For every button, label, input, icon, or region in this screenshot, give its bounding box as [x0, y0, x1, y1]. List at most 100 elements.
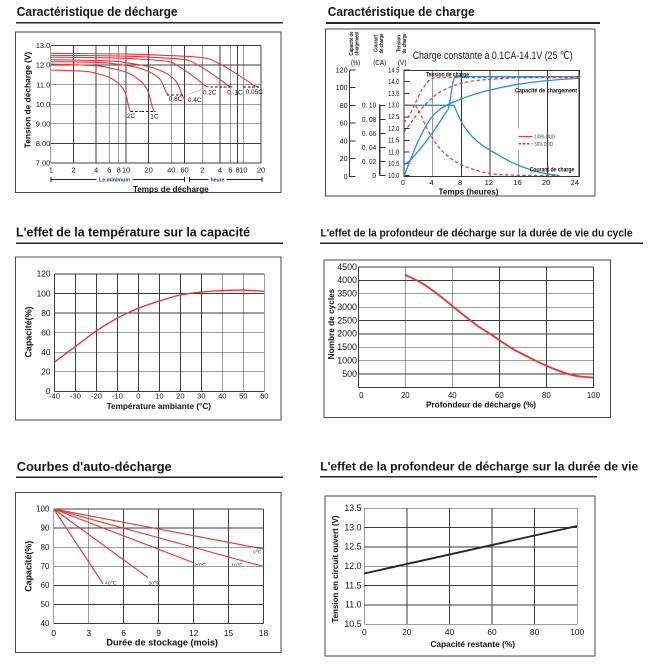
svg-text:20℃: 20℃ — [194, 562, 206, 568]
svg-text:L'effet de la profondeur de dé: L'effet de la profondeur de décharge sur… — [321, 228, 633, 240]
svg-text:Capacité(%): Capacité(%) — [23, 541, 33, 592]
svg-text:11.5: 11.5 — [345, 580, 362, 590]
svg-text:Capacité(%): Capacité(%) — [23, 306, 33, 357]
svg-text:80: 80 — [542, 391, 551, 400]
svg-text:chargement: chargement — [354, 31, 360, 55]
svg-text:Caractéristique de charge: Caractéristique de charge — [328, 4, 475, 19]
svg-text:3000: 3000 — [337, 302, 357, 312]
svg-text:1000: 1000 — [337, 356, 357, 366]
svg-text:40: 40 — [445, 627, 455, 637]
svg-text:10: 10 — [239, 165, 247, 174]
svg-text:Capacité de: Capacité de — [349, 31, 355, 55]
svg-text:11.0: 11.0 — [388, 147, 399, 156]
svg-text:0. 06: 0. 06 — [362, 129, 376, 138]
svg-text:12.5: 12.5 — [388, 112, 399, 121]
svg-text:70: 70 — [41, 562, 50, 571]
svg-text:2000: 2000 — [337, 329, 357, 339]
svg-text:8: 8 — [236, 165, 240, 174]
svg-text:20: 20 — [402, 627, 412, 637]
svg-text:-20: -20 — [91, 392, 102, 401]
svg-text:Tension en circuit ouvert (V): Tension en circuit ouvert (V) — [331, 515, 340, 623]
svg-text:2C: 2C — [127, 113, 136, 120]
svg-text:20: 20 — [257, 165, 265, 174]
svg-text:0. 1C: 0. 1C — [227, 89, 243, 96]
svg-text:0: 0 — [51, 628, 56, 638]
svg-text:50: 50 — [41, 600, 50, 609]
svg-text:-10: -10 — [112, 392, 123, 401]
svg-text:0.05C: 0.05C — [246, 89, 264, 96]
svg-text:0: 0 — [372, 171, 376, 180]
svg-text:4: 4 — [94, 165, 98, 174]
svg-text:0: 0 — [401, 178, 405, 187]
svg-text:12.0: 12.0 — [36, 61, 51, 70]
svg-text:1: 1 — [49, 165, 53, 174]
svg-text:8.00: 8.00 — [36, 139, 51, 148]
svg-text:40℃: 40℃ — [105, 580, 117, 586]
svg-text:100: 100 — [36, 505, 50, 514]
svg-text:L'effet de la température sur: L'effet de la température sur la capacit… — [16, 226, 250, 240]
svg-text:40: 40 — [448, 391, 457, 400]
svg-text:80: 80 — [340, 101, 348, 110]
svg-text:40: 40 — [340, 136, 348, 145]
svg-text:1500: 1500 — [337, 342, 357, 352]
svg-text:500: 500 — [342, 369, 357, 379]
svg-text:0: 0 — [136, 392, 140, 401]
svg-text:3500: 3500 — [337, 289, 357, 299]
svg-text:4: 4 — [429, 178, 433, 187]
svg-text:0: 0 — [344, 172, 348, 181]
svg-text:6: 6 — [107, 165, 111, 174]
svg-text:Profondeur de décharge (%): Profondeur de décharge (%) — [426, 400, 536, 410]
svg-text:20: 20 — [542, 178, 550, 187]
svg-text:15: 15 — [224, 628, 234, 638]
svg-text:Température ambiante (°C): Température ambiante (°C) — [107, 401, 212, 411]
svg-text:Temps de décharge: Temps de décharge — [133, 184, 209, 194]
svg-text:2500: 2500 — [337, 315, 357, 325]
svg-text:30: 30 — [197, 392, 205, 401]
svg-text:Charge constante à 0.1CA-14.1V: Charge constante à 0.1CA-14.1V (25 ℃) — [413, 50, 573, 62]
svg-text:Courant de charge: Courant de charge — [530, 167, 575, 174]
svg-text:10.0: 10.0 — [36, 100, 51, 109]
svg-text:80: 80 — [41, 543, 50, 552]
svg-text:6: 6 — [228, 165, 232, 174]
svg-text:13.0: 13.0 — [36, 41, 51, 50]
svg-text:40: 40 — [41, 347, 51, 357]
svg-text:0: 0 — [46, 386, 51, 396]
svg-text:(V): (V) — [398, 60, 407, 67]
svg-text:0℃: 0℃ — [253, 549, 262, 555]
svg-text:7.00: 7.00 — [36, 159, 51, 168]
svg-text:10.5: 10.5 — [344, 619, 361, 629]
svg-text:9.00: 9.00 — [36, 119, 51, 128]
svg-text:(CA): (CA) — [373, 60, 386, 67]
svg-text:40: 40 — [167, 165, 175, 174]
svg-text:2: 2 — [71, 165, 75, 174]
svg-text:Courant: Courant — [374, 35, 380, 52]
svg-text:120: 120 — [37, 269, 51, 279]
svg-text:18: 18 — [259, 628, 269, 638]
svg-text:100% DOD: 100% DOD — [535, 135, 556, 141]
svg-text:60: 60 — [180, 165, 188, 174]
svg-text:16: 16 — [513, 178, 521, 187]
svg-text:100: 100 — [587, 391, 601, 400]
svg-text:10.0: 10.0 — [388, 171, 399, 180]
svg-text:1C: 1C — [150, 114, 159, 121]
svg-text:Courbes d'auto-décharge: Courbes d'auto-décharge — [17, 459, 172, 474]
svg-text:10: 10 — [155, 392, 163, 401]
svg-text:Tension de charge: Tension de charge — [426, 71, 469, 78]
svg-text:de charge: de charge — [402, 33, 408, 53]
svg-text:12: 12 — [189, 628, 199, 638]
svg-text:L'effet de la profondeur de dé: L'effet de la profondeur de décharge sur… — [320, 460, 638, 474]
svg-text:(%): (%) — [351, 60, 360, 67]
svg-text:4: 4 — [218, 165, 222, 174]
svg-text:8: 8 — [458, 178, 462, 187]
svg-text:60: 60 — [41, 581, 50, 590]
svg-text:13.0: 13.0 — [388, 101, 399, 110]
svg-text:12.5: 12.5 — [344, 542, 361, 552]
svg-text:40: 40 — [218, 392, 226, 401]
svg-text:60: 60 — [495, 391, 504, 400]
svg-text:9: 9 — [156, 628, 161, 638]
svg-text:20: 20 — [144, 165, 152, 174]
svg-text:90: 90 — [41, 524, 50, 533]
svg-text:0.6C: 0.6C — [169, 96, 183, 103]
svg-text:8: 8 — [117, 165, 121, 174]
svg-text:20: 20 — [340, 154, 348, 163]
